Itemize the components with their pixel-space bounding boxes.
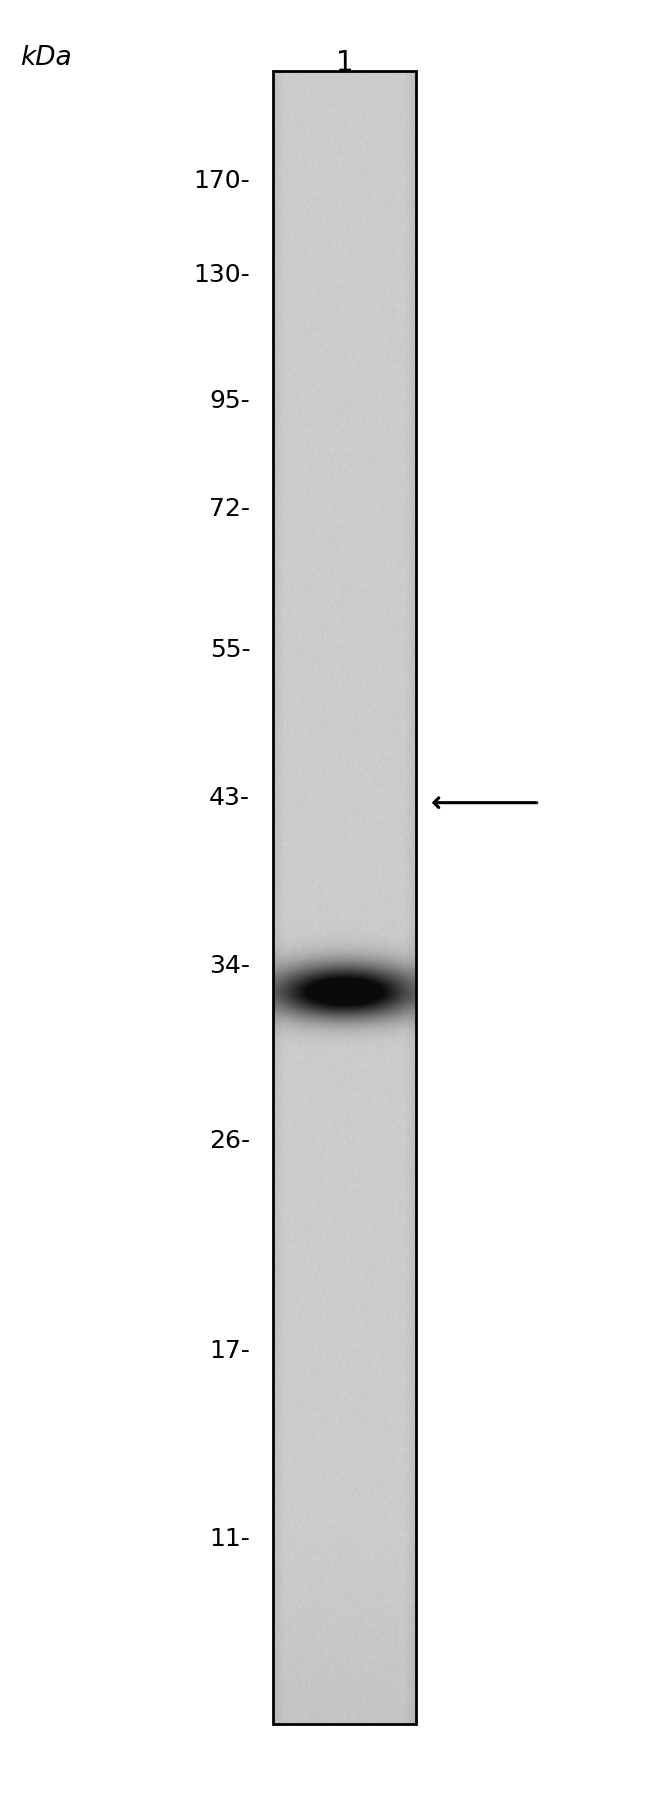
Text: 34-: 34- [209,953,250,978]
Text: 43-: 43- [209,785,250,810]
Text: 72-: 72- [209,496,250,522]
Text: 17-: 17- [209,1338,250,1363]
Text: 26-: 26- [209,1128,250,1153]
Text: 1: 1 [335,49,354,78]
Text: 95-: 95- [209,388,250,413]
Text: 55-: 55- [209,637,250,662]
Text: 11-: 11- [209,1525,250,1550]
Text: 130-: 130- [194,262,250,287]
Bar [273,72,416,1724]
Text: 170-: 170- [194,168,250,193]
Text: kDa: kDa [20,45,72,70]
